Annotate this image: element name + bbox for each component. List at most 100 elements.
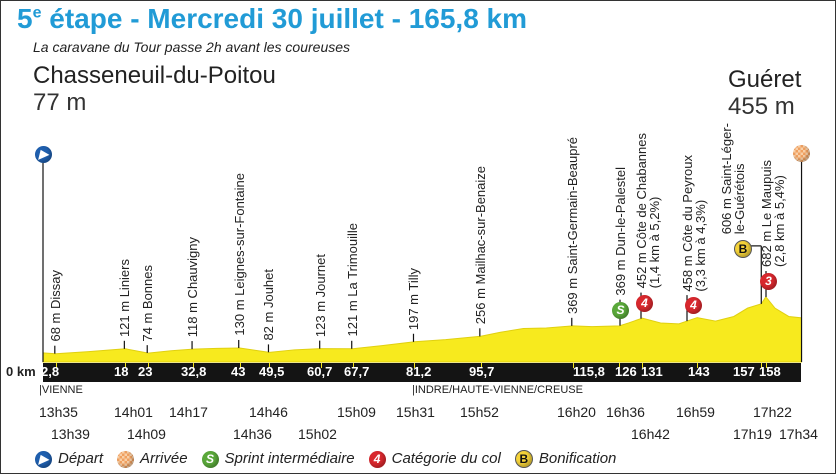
km-marker: 23 [138, 364, 153, 379]
point-label-line: 123 m Journet [312, 253, 328, 337]
point-label-line: 130 m Leignes-sur-Fontaine [231, 173, 247, 336]
stage-title-text: étape - Mercredi 30 juillet - 165,8 km [41, 3, 528, 34]
region-vienne: |VIENNE [39, 384, 83, 396]
km-tick [642, 363, 644, 368]
bonification-icon: B [514, 450, 533, 468]
stage-suffix: e [32, 4, 42, 22]
point-label-line: 197 m Tilly [406, 267, 422, 330]
km-tick [480, 363, 482, 368]
km-marker: 32,8 [181, 364, 207, 379]
passage-time: 15h02 [298, 426, 337, 442]
km-tick [414, 363, 416, 368]
km-marker: 126 [615, 364, 637, 379]
km-marker: 131 [641, 364, 663, 379]
point-label: 130 m Leignes-sur-Fontaine [231, 173, 247, 336]
km-tick [239, 363, 241, 368]
point-label-line: 369 m Saint-Germain-Beaupré [564, 136, 580, 314]
finish-altitude: 455 m [728, 93, 795, 120]
passage-time: 14h09 [127, 426, 166, 442]
point-label: 74 m Bonnes [140, 264, 156, 342]
arrivee-icon [793, 145, 810, 162]
point-label: 121 m Liniers [117, 258, 133, 337]
col-category-4-icon: 4 [636, 294, 653, 312]
km-tick [352, 363, 354, 368]
point-label-line: le-Guérétois [732, 163, 747, 234]
point-label: 123 m Journet [312, 253, 328, 337]
point-label-line: 121 m Liniers [117, 258, 133, 337]
passage-time: 16h42 [631, 426, 670, 442]
page-title: 5e étape - Mercredi 30 juillet - 165,8 k… [17, 3, 527, 35]
profile-area [42, 295, 803, 363]
point-label: 256 m Mailhac-sur-Benaize [472, 166, 488, 325]
km-marker: 81,2 [406, 364, 432, 379]
km-marker: 60,7 [307, 364, 333, 379]
sprint-icon: S [201, 450, 219, 468]
point-label-line: 82 m Jouhet [261, 268, 277, 341]
km-marker: 2,8 [41, 364, 60, 379]
legend-sprint: S Sprint intermédiaire [201, 450, 355, 468]
point-label: 197 m Tilly [406, 267, 422, 330]
legend-label: Départ [58, 450, 104, 467]
sprint-icon: S [612, 301, 629, 319]
km-tick [761, 363, 763, 368]
km-tick [320, 363, 322, 368]
km-marker: 143 [688, 364, 710, 379]
legend-arrivee: Arrivée [117, 450, 188, 468]
legend-depart: ▶ Départ [35, 450, 103, 468]
region-indre-haute-vienne-creuse: |INDRE/HAUTE-VIENNE/CREUSE [412, 384, 583, 396]
passage-time: 15h31 [396, 404, 435, 420]
passage-time: 13h39 [51, 426, 90, 442]
km-tick [619, 363, 621, 368]
passage-time: 16h59 [676, 404, 715, 420]
point-label-line: (3,3 km à 4,3%) [693, 199, 708, 292]
km-marker: 18 [114, 364, 129, 379]
point-label: 458 m Côte du Peyroux (3,3 km à 4,3%) [680, 155, 708, 292]
passage-time: 16h20 [557, 404, 596, 420]
km-marker: 43 [231, 364, 246, 379]
km-tick [193, 363, 195, 368]
arrivee-icon [117, 450, 135, 468]
point-label: 369 m Saint-Germain-Beaupré [564, 136, 580, 314]
depart-icon: ▶ [35, 146, 52, 163]
point-label-line: 121 m La Trimouille [344, 223, 360, 337]
point-label: 118 m Chauvigny [185, 236, 201, 338]
passage-time: 15h09 [337, 404, 376, 420]
point-label: 68 m Dissay [47, 270, 63, 342]
km-tick [269, 363, 271, 368]
km-marker: 157 [733, 364, 755, 379]
legend-label: Bonification [538, 450, 617, 467]
point-label: 606 m Saint-Léger-le-Guérétois [719, 123, 747, 234]
point-label-line: 256 m Mailhac-sur-Benaize [472, 166, 488, 325]
km-marker: 115,8 [573, 364, 605, 379]
km-tick [125, 363, 127, 368]
km-tick [697, 363, 699, 368]
km-marker: 158 [759, 364, 781, 379]
point-label-line: 74 m Bonnes [140, 264, 156, 342]
point-label: 82 m Jouhet [261, 268, 277, 341]
km-marker: 95,7 [469, 364, 495, 379]
km-tick [148, 363, 150, 368]
point-label: 452 m Côte de Chabannes (1,4 km à 5,2%) [634, 133, 662, 288]
col-category-3-icon: 3 [760, 273, 777, 291]
subtitle: La caravane du Tour passe 2h avant les c… [33, 39, 351, 55]
legend-label: Arrivée [140, 450, 188, 467]
point-label-line: 369 m Dun-le-Palestel [613, 167, 628, 296]
passage-time: 14h36 [233, 426, 272, 442]
start-city: Chasseneuil-du-Poitou [33, 62, 276, 89]
km-tick [55, 363, 57, 368]
stage-number: 5 [17, 3, 33, 34]
passage-time: 17h34 [779, 426, 818, 442]
passage-time: 14h17 [169, 404, 208, 420]
point-label-line: 118 m Chauvigny [185, 236, 201, 338]
point-label-line: 68 m Dissay [47, 270, 63, 342]
depart-icon: ▶ [35, 450, 52, 468]
passage-time: 17h19 [733, 426, 772, 442]
km-zero-label: 0 km [6, 364, 36, 379]
legend-label: Sprint intermédiaire [224, 450, 355, 467]
point-label: 369 m Dun-le-Palestel [613, 167, 628, 296]
km-marker: 49,5 [259, 364, 285, 379]
start-altitude: 77 m [33, 89, 87, 116]
